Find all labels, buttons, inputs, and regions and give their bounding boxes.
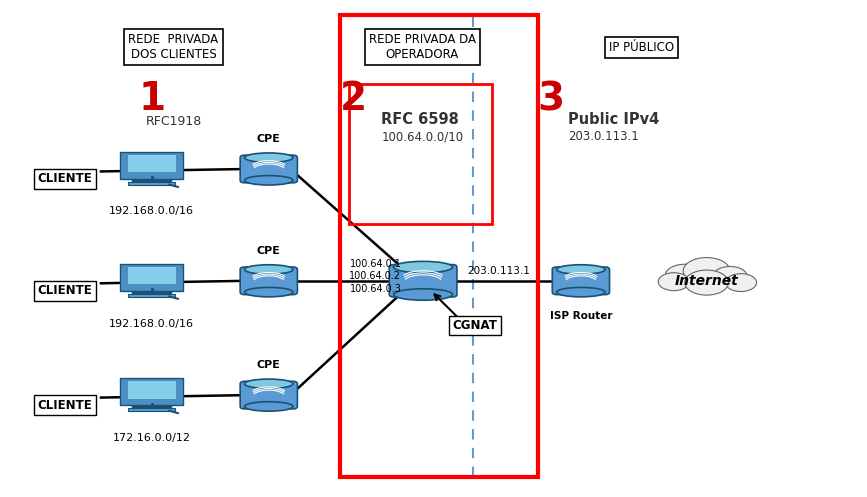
- FancyBboxPatch shape: [127, 266, 176, 284]
- FancyBboxPatch shape: [240, 381, 297, 409]
- Text: 100.64.0.0/10: 100.64.0.0/10: [381, 130, 464, 143]
- Text: CPE: CPE: [257, 134, 281, 144]
- Text: 192.168.0.0/16: 192.168.0.0/16: [109, 206, 194, 216]
- Text: Public IPv4: Public IPv4: [568, 112, 659, 127]
- Ellipse shape: [244, 175, 293, 185]
- Ellipse shape: [557, 287, 605, 297]
- Text: 100.64.0.1: 100.64.0.1: [349, 259, 401, 269]
- Text: 172.16.0.0/12: 172.16.0.0/12: [113, 433, 191, 443]
- Text: CGNAT: CGNAT: [453, 319, 498, 332]
- FancyBboxPatch shape: [120, 378, 184, 405]
- Text: 203.0.113.1: 203.0.113.1: [568, 130, 639, 143]
- Text: 203.0.113.1: 203.0.113.1: [467, 266, 531, 276]
- Circle shape: [726, 274, 757, 292]
- Text: 2: 2: [340, 81, 368, 118]
- FancyBboxPatch shape: [127, 381, 176, 399]
- Text: 192.168.0.0/16: 192.168.0.0/16: [109, 319, 194, 329]
- Ellipse shape: [394, 261, 453, 273]
- Ellipse shape: [394, 289, 453, 300]
- Text: RFC 6598: RFC 6598: [381, 112, 460, 127]
- Text: 3: 3: [537, 81, 564, 118]
- Circle shape: [683, 257, 730, 284]
- FancyBboxPatch shape: [552, 267, 610, 295]
- Text: ISP Router: ISP Router: [550, 311, 612, 321]
- Ellipse shape: [244, 265, 293, 274]
- Text: 1: 1: [138, 81, 166, 118]
- FancyBboxPatch shape: [240, 267, 297, 295]
- Ellipse shape: [557, 265, 605, 274]
- Text: REDE PRIVADA DA
OPERADORA: REDE PRIVADA DA OPERADORA: [368, 33, 476, 61]
- Circle shape: [713, 266, 747, 286]
- Text: REDE  PRIVADA
DOS CLIENTES: REDE PRIVADA DOS CLIENTES: [128, 33, 218, 61]
- Circle shape: [658, 273, 689, 291]
- Text: 100.64.0.3: 100.64.0.3: [349, 284, 401, 294]
- FancyBboxPatch shape: [389, 264, 457, 297]
- Ellipse shape: [244, 379, 293, 389]
- Text: CPE: CPE: [257, 246, 281, 256]
- Text: RFC1918: RFC1918: [146, 115, 201, 128]
- Ellipse shape: [244, 153, 293, 163]
- FancyBboxPatch shape: [127, 155, 176, 172]
- FancyBboxPatch shape: [128, 182, 175, 185]
- Text: 100.64.0.2: 100.64.0.2: [349, 271, 401, 281]
- Ellipse shape: [244, 287, 293, 297]
- Ellipse shape: [244, 402, 293, 411]
- Text: CLIENTE: CLIENTE: [37, 284, 93, 297]
- Text: CLIENTE: CLIENTE: [37, 172, 93, 185]
- FancyBboxPatch shape: [240, 155, 297, 183]
- Circle shape: [685, 270, 728, 295]
- FancyBboxPatch shape: [120, 264, 184, 291]
- Text: CPE: CPE: [257, 360, 281, 370]
- Text: CLIENTE: CLIENTE: [37, 399, 93, 412]
- Circle shape: [665, 264, 704, 287]
- FancyBboxPatch shape: [128, 409, 175, 411]
- Text: IP PÚBLICO: IP PÚBLICO: [609, 41, 675, 54]
- FancyBboxPatch shape: [128, 294, 175, 297]
- Text: Internet: Internet: [675, 274, 739, 288]
- FancyBboxPatch shape: [120, 152, 184, 179]
